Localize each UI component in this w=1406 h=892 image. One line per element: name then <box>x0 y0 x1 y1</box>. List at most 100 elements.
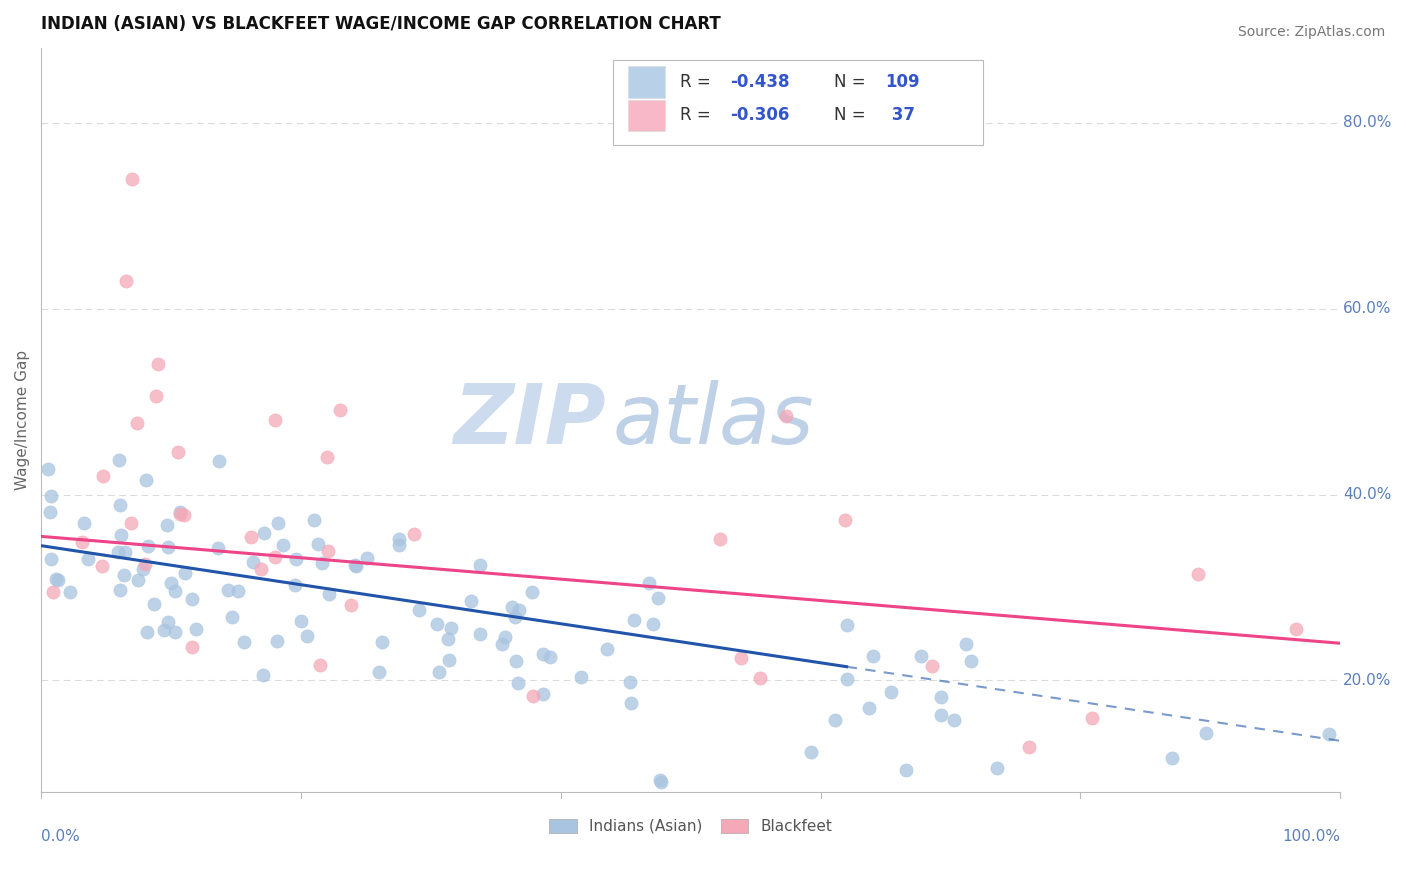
Point <box>340 598 363 612</box>
Point <box>121 171 143 186</box>
Point <box>114 274 136 288</box>
Point <box>501 599 523 614</box>
Point <box>494 630 516 644</box>
Point <box>1195 726 1218 740</box>
Point <box>107 545 129 559</box>
Point <box>328 403 350 417</box>
Text: -0.306: -0.306 <box>730 106 789 124</box>
Point <box>942 713 965 727</box>
Legend: Indians (Asian), Blackfeet: Indians (Asian), Blackfeet <box>543 813 838 840</box>
Point <box>46 573 69 587</box>
Point <box>160 575 183 590</box>
Point <box>240 530 263 544</box>
Point <box>318 543 340 558</box>
Text: 40.0%: 40.0% <box>1343 487 1392 502</box>
Point <box>181 592 204 607</box>
Point <box>880 684 903 698</box>
Point <box>290 615 312 629</box>
Point <box>491 637 513 651</box>
Point <box>318 587 340 601</box>
Point <box>316 450 339 465</box>
Point <box>986 760 1008 774</box>
Text: INDIAN (ASIAN) VS BLACKFEET WAGE/INCOME GAP CORRELATION CHART: INDIAN (ASIAN) VS BLACKFEET WAGE/INCOME … <box>41 15 721 33</box>
Point <box>388 538 411 552</box>
Point <box>112 568 135 582</box>
Point <box>250 561 273 575</box>
Point <box>437 653 460 667</box>
Point <box>426 617 449 632</box>
Point <box>142 597 165 611</box>
Point <box>436 632 458 646</box>
Point <box>134 558 156 572</box>
Point <box>620 697 643 711</box>
Point <box>72 534 94 549</box>
Point <box>73 516 96 530</box>
Point <box>39 505 62 519</box>
Point <box>108 453 131 467</box>
Point <box>173 508 195 522</box>
Point <box>266 634 288 648</box>
Point <box>766 794 789 808</box>
Point <box>921 659 943 673</box>
Point <box>749 671 772 685</box>
Text: 20.0%: 20.0% <box>1343 673 1392 688</box>
Point <box>344 558 367 572</box>
Point <box>1161 751 1184 765</box>
Point <box>648 772 671 787</box>
Point <box>45 572 67 586</box>
Text: 109: 109 <box>886 73 920 91</box>
Point <box>110 528 132 542</box>
Point <box>264 413 287 427</box>
Point <box>156 615 179 629</box>
Point <box>569 670 592 684</box>
Point <box>146 358 169 372</box>
Point <box>125 416 148 430</box>
Point <box>252 668 274 682</box>
Point <box>127 573 149 587</box>
Point <box>226 584 249 599</box>
Point <box>284 577 307 591</box>
Point <box>42 584 65 599</box>
Point <box>167 445 190 459</box>
Point <box>1285 622 1308 636</box>
Point <box>460 594 482 608</box>
Point <box>427 665 450 679</box>
Point <box>595 642 617 657</box>
Point <box>76 552 98 566</box>
Point <box>368 665 391 679</box>
Point <box>834 513 856 527</box>
Point <box>307 537 329 551</box>
Point <box>1317 727 1340 741</box>
Point <box>134 473 156 487</box>
Point <box>271 538 294 552</box>
Point <box>302 512 325 526</box>
Point <box>39 552 62 566</box>
Text: N =: N = <box>834 106 870 124</box>
Point <box>824 713 846 727</box>
Point <box>91 468 114 483</box>
Point <box>505 654 527 668</box>
Point <box>108 499 131 513</box>
Point <box>136 625 159 640</box>
Point <box>531 687 554 701</box>
Point <box>120 516 142 530</box>
Point <box>59 585 82 599</box>
Point <box>508 602 530 616</box>
Point <box>800 745 823 759</box>
Point <box>163 625 186 640</box>
Point <box>508 676 530 690</box>
Point <box>709 532 731 546</box>
Point <box>285 551 308 566</box>
Text: R =: R = <box>681 73 716 91</box>
Point <box>156 540 179 554</box>
Point <box>835 672 858 686</box>
Point <box>264 549 287 564</box>
Text: R =: R = <box>681 106 716 124</box>
Point <box>858 700 880 714</box>
Text: -0.438: -0.438 <box>730 73 789 91</box>
Point <box>1018 740 1040 755</box>
Point <box>132 562 155 576</box>
Point <box>186 622 208 636</box>
Point <box>39 489 62 503</box>
Point <box>153 623 176 637</box>
